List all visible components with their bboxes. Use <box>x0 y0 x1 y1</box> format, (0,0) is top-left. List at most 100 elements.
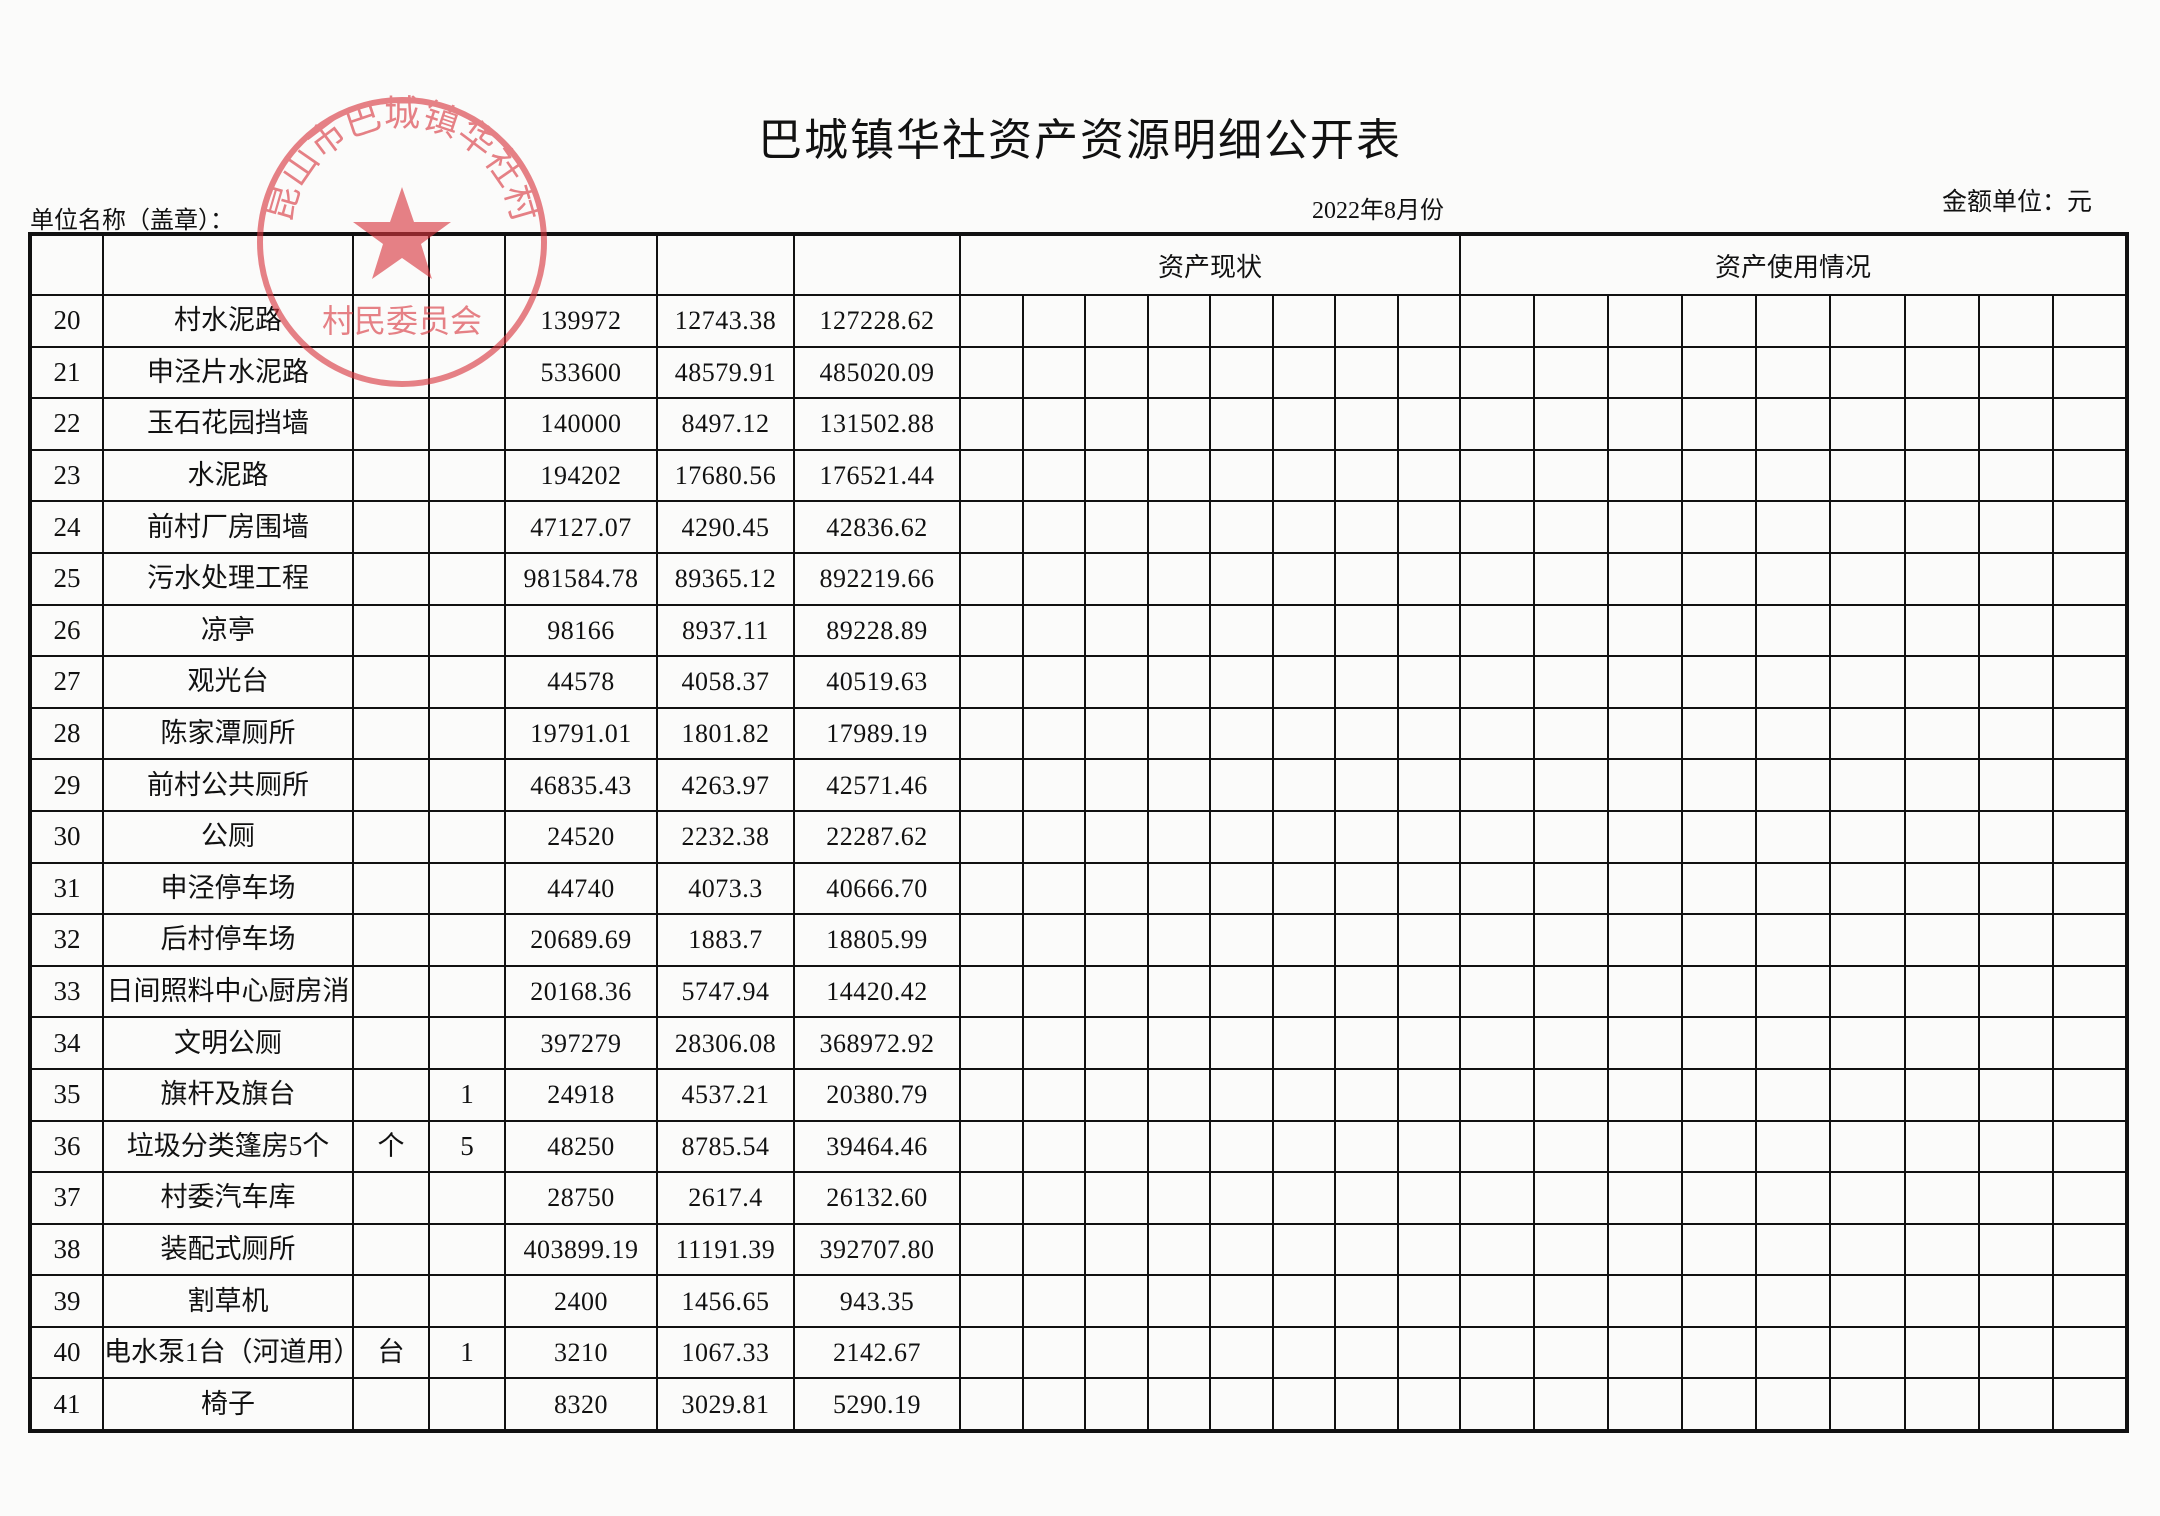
asset-status-cell <box>1334 603 1399 658</box>
cell-depreciation: 17680.56 <box>656 448 795 503</box>
asset-status-cell <box>1021 1016 1086 1070</box>
asset-status-cell <box>1334 913 1399 967</box>
asset-status-cell <box>1209 294 1274 348</box>
asset-status-cell <box>1396 603 1462 658</box>
asset-usage-cell <box>1607 1377 1684 1433</box>
period-label: 2022年8月份 <box>1312 198 1444 224</box>
asset-status-cell <box>1084 913 1149 967</box>
asset-name-text: 文明公厕 <box>174 1027 282 1058</box>
asset-usage-cell <box>1755 345 1832 400</box>
asset-status-cell <box>1271 1171 1336 1225</box>
asset-status-cell <box>1084 861 1149 916</box>
table-row: 32 后村停车场 20689.69 1883.7 18805.99 <box>29 913 2128 967</box>
asset-usage-cell <box>2051 861 2128 916</box>
asset-status-cell <box>1021 1325 1086 1380</box>
asset-status-cell <box>1084 655 1149 709</box>
cell-row-number: 21 <box>29 345 104 400</box>
asset-status-cell <box>1396 1222 1462 1277</box>
cell-original-value: 46835.43 <box>504 758 658 812</box>
currency-unit-label: 金额单位：元 <box>1942 189 2093 216</box>
cell-unit <box>352 706 430 761</box>
asset-status-cell <box>1021 913 1086 967</box>
asset-usage-cell <box>2051 913 2128 967</box>
cell-net-value: 176521.44 <box>793 448 961 503</box>
asset-usage-cell <box>1459 758 1536 812</box>
cell-asset-name: 玉石花园挡墙 <box>102 397 354 451</box>
asset-usage-cell <box>1903 1377 1980 1433</box>
asset-usage-cell <box>1533 706 1610 761</box>
asset-usage-cell <box>1829 345 1906 400</box>
asset-usage-cell <box>1977 758 2054 812</box>
table-row: 28 陈家潭厕所 19791.01 1801.82 17989.19 <box>29 706 2128 761</box>
asset-status-cell <box>1271 397 1336 451</box>
cell-quantity <box>428 448 506 503</box>
cell-original-value: 139972 <box>504 294 658 348</box>
asset-status-cell <box>959 758 1024 812</box>
table-row: 31 申泾停车场 44740 4073.3 40666.70 <box>29 861 2128 916</box>
asset-usage-cell <box>1459 1325 1536 1380</box>
asset-usage-cell <box>1681 758 1758 812</box>
cell-quantity <box>428 1377 506 1433</box>
unit-name-label: 单位名称（盖章）： <box>30 208 234 234</box>
cell-depreciation: 8785.54 <box>656 1119 795 1174</box>
asset-usage-cell <box>2051 1016 2128 1070</box>
cell-asset-name: 前村公共厕所 <box>102 758 354 812</box>
asset-status-cell <box>1021 603 1086 658</box>
asset-status-cell <box>1334 1325 1399 1380</box>
cell-quantity: 1 <box>428 1325 506 1380</box>
asset-usage-cell <box>1829 448 1906 503</box>
cell-depreciation: 1801.82 <box>656 706 795 761</box>
asset-usage-cell <box>1607 500 1684 554</box>
table-row: 25 污水处理工程 981584.78 89365.12 892219.66 <box>29 551 2128 606</box>
asset-status-cell <box>1146 345 1211 400</box>
asset-status-cell <box>1271 294 1336 348</box>
asset-usage-cell <box>1829 964 1906 1019</box>
asset-status-cell <box>1209 1119 1274 1174</box>
asset-usage-cell <box>1607 1119 1684 1174</box>
asset-usage-cell <box>1755 1222 1832 1277</box>
asset-usage-cell <box>2051 809 2128 864</box>
cell-depreciation: 4537.21 <box>656 1067 795 1122</box>
cell-depreciation: 28306.08 <box>656 1016 795 1070</box>
asset-usage-cell <box>1459 500 1536 554</box>
cell-original-value: 8320 <box>504 1377 658 1433</box>
asset-usage-cell <box>1755 1377 1832 1433</box>
cell-unit <box>352 603 430 658</box>
asset-status-cell <box>1396 809 1462 864</box>
asset-status-cell <box>1396 500 1462 554</box>
asset-status-cell <box>1396 294 1462 348</box>
asset-usage-cell <box>1681 964 1758 1019</box>
cell-net-value: 892219.66 <box>793 551 961 606</box>
asset-status-cell <box>959 551 1024 606</box>
table-row: 36 垃圾分类篷房5个个 5 48250 8785.54 39464.46 <box>29 1119 2128 1174</box>
cell-original-value: 140000 <box>504 397 658 451</box>
cell-unit <box>352 964 430 1019</box>
asset-status-cell <box>1334 500 1399 554</box>
asset-status-cell <box>1146 1067 1211 1122</box>
asset-status-cell <box>1334 1377 1399 1433</box>
table-row: 22 玉石花园挡墙 140000 8497.12 131502.88 <box>29 397 2128 451</box>
asset-usage-cell <box>1459 1377 1536 1433</box>
cell-asset-name: 旗杆及旗台 <box>102 1067 354 1122</box>
table-row: 21 申泾片水泥路 533600 48579.91 485020.09 <box>29 345 2128 400</box>
asset-status-cell <box>959 913 1024 967</box>
cell-depreciation: 3029.81 <box>656 1377 795 1433</box>
asset-usage-cell <box>1607 294 1684 348</box>
asset-status-cell <box>1084 1171 1149 1225</box>
asset-usage-cell <box>2051 758 2128 812</box>
asset-status-cell <box>1334 1016 1399 1070</box>
table-row: 23 水泥路 194202 17680.56 176521.44 <box>29 448 2128 503</box>
asset-usage-cell <box>1829 294 1906 348</box>
asset-status-cell <box>1146 1274 1211 1328</box>
cell-net-value: 39464.46 <box>793 1119 961 1174</box>
cell-row-number: 38 <box>29 1222 104 1277</box>
asset-status-cell <box>1146 655 1211 709</box>
asset-status-cell <box>1146 861 1211 916</box>
cell-unit <box>352 913 430 967</box>
asset-usage-cell <box>1977 1119 2054 1174</box>
cell-net-value: 5290.19 <box>793 1377 961 1433</box>
cell-quantity: 1 <box>428 1067 506 1122</box>
asset-status-cell <box>1334 706 1399 761</box>
asset-usage-cell <box>1533 1016 1610 1070</box>
